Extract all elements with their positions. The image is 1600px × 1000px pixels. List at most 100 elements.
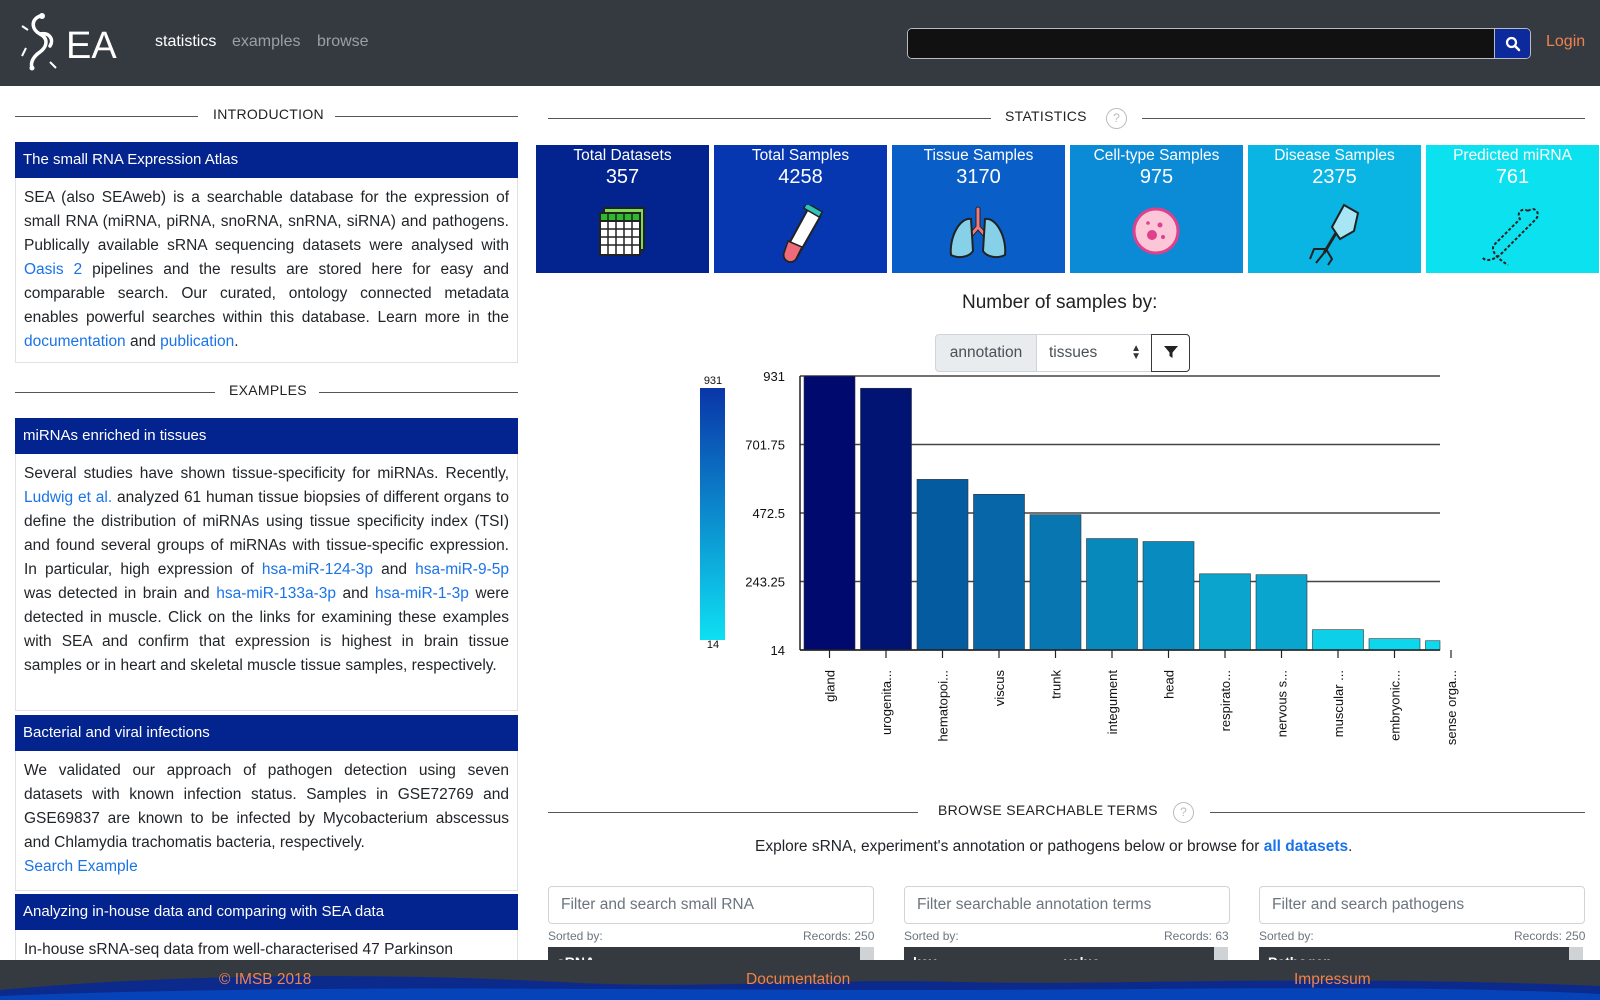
- login-link[interactable]: Login: [1546, 33, 1586, 50]
- svg-text:EA: EA: [66, 25, 117, 67]
- footer-copyright: © IMSB 2018: [219, 971, 312, 988]
- annotation-filter-input[interactable]: Filter searchable annotation terms: [904, 886, 1230, 924]
- y-tick-label: 931: [763, 369, 785, 384]
- all-datasets-link[interactable]: all datasets: [1263, 838, 1349, 855]
- pathogen-records: Records: 250: [1514, 929, 1586, 943]
- virus-icon: [1309, 203, 1360, 266]
- browse-dot: .: [1348, 838, 1353, 855]
- stat-card-tissue-samples[interactable]: Tissue Samples 3170: [892, 145, 1065, 273]
- search-box: [907, 28, 1531, 59]
- stat-card-total-datasets[interactable]: Total Datasets 357: [536, 145, 709, 273]
- mir1-link[interactable]: hsa-miR-1-3p: [374, 585, 469, 602]
- example-text: Several studies have shown tissue-specif…: [24, 465, 509, 482]
- annotation-records: Records: 63: [1164, 929, 1229, 943]
- nav-statistics[interactable]: statistics: [155, 33, 217, 50]
- sea-logo[interactable]: EA: [20, 12, 124, 74]
- stat-card-disease-samples[interactable]: Disease Samples 2375: [1248, 145, 1421, 273]
- bar-2[interactable]: [916, 479, 969, 651]
- introduction-header: INTRODUCTION: [15, 106, 518, 126]
- stat-value: 4258: [778, 166, 823, 188]
- example-inhouse-title: Analyzing in-house data and comparing wi…: [15, 894, 518, 930]
- colorbar: [700, 388, 725, 640]
- oasis-link[interactable]: Oasis 2: [24, 261, 83, 278]
- x-tick-label: muscular ...: [1331, 670, 1346, 737]
- example-text: We validated our approach of pathogen de…: [24, 762, 509, 851]
- introduction-label: INTRODUCTION: [213, 106, 324, 122]
- bar-9[interactable]: [1312, 629, 1364, 651]
- mirna-hairpin-icon: [1481, 208, 1539, 266]
- table-icon: [599, 207, 645, 256]
- pathogen-filter-input[interactable]: Filter and search pathogens: [1259, 886, 1585, 924]
- mir9-link[interactable]: hsa-miR-9-5p: [415, 561, 509, 578]
- srna-records: Records: 250: [803, 929, 875, 943]
- y-tick-label: 14: [771, 643, 785, 658]
- stat-title: Disease Samples: [1274, 147, 1395, 164]
- bar-3[interactable]: [973, 494, 1025, 651]
- lungs-icon: [949, 206, 1007, 259]
- browse-help-icon[interactable]: ?: [1173, 802, 1194, 823]
- bar-7[interactable]: [1199, 573, 1251, 651]
- intro-text: .: [234, 333, 239, 350]
- x-tick-label: hematopoi...: [936, 670, 951, 742]
- bar-0[interactable]: [803, 375, 856, 651]
- x-tick-label: nervous s...: [1275, 670, 1290, 737]
- srna-sorted-label: Sorted by:: [548, 929, 603, 943]
- colorbar-max: 931: [704, 375, 722, 387]
- intro-text: SEA (also SEAweb) is a searchable databa…: [24, 189, 509, 254]
- example-tissues-body: Several studies have shown tissue-specif…: [15, 454, 518, 711]
- bar-11[interactable]: [1425, 640, 1441, 651]
- x-tick-label: urogenita...: [879, 670, 894, 735]
- search-example-link[interactable]: Search Example: [24, 858, 138, 875]
- example-text: and: [335, 585, 375, 602]
- cell-icon: [1132, 207, 1180, 255]
- annotation-select[interactable]: tissues ▲ ▼: [1036, 334, 1152, 372]
- stat-title: Total Datasets: [573, 147, 672, 164]
- bar-5[interactable]: [1086, 538, 1138, 651]
- browse-label: BROWSE SEARCHABLE TERMS: [938, 802, 1158, 818]
- y-tick-label: 701.75: [745, 438, 785, 453]
- example-text: were detected in muscle. Click on the li…: [24, 585, 509, 674]
- nav-examples[interactable]: examples: [232, 33, 301, 50]
- example-text: In-house sRNA-seq data from well-charact…: [24, 941, 454, 958]
- y-tick-label: 472.5: [752, 506, 785, 521]
- x-tick-label: respirato...: [1218, 670, 1233, 731]
- documentation-link[interactable]: documentation: [24, 333, 126, 350]
- srna-filter-input[interactable]: Filter and search small RNA: [548, 886, 874, 924]
- bar-4[interactable]: [1029, 514, 1082, 651]
- footer-impressum-link[interactable]: Impressum: [1294, 971, 1371, 988]
- sort-arrows-icon: ▲ ▼: [1131, 343, 1141, 362]
- footer-documentation-link[interactable]: Documentation: [746, 971, 851, 988]
- ludwig-link[interactable]: Ludwig et al.: [24, 489, 113, 506]
- stat-value: 2375: [1312, 166, 1357, 188]
- filter-button[interactable]: [1151, 334, 1190, 372]
- example-infections-body: We validated our approach of pathogen de…: [15, 751, 518, 891]
- search-button[interactable]: [1494, 29, 1530, 58]
- statistics-header: STATISTICS ?: [548, 108, 1585, 129]
- publication-link[interactable]: publication: [160, 333, 235, 350]
- bar-10[interactable]: [1368, 638, 1421, 651]
- mir124-link[interactable]: hsa-miR-124-3p: [261, 561, 374, 578]
- samples-bar-chart: 931 14 14 243.25 472.5 701.75 931 gland uroge…: [700, 369, 1459, 745]
- x-tick-label: trunk: [1049, 670, 1064, 699]
- stat-value: 3170: [956, 166, 1001, 188]
- bar-6[interactable]: [1142, 541, 1195, 651]
- bar-1[interactable]: [860, 387, 912, 651]
- x-tick-label: head: [1162, 670, 1177, 699]
- x-tick-label: viscus: [992, 670, 1007, 707]
- stat-title: Cell-type Samples: [1093, 147, 1220, 164]
- stat-card-predicted-mirna[interactable]: Predicted miRNA 761: [1426, 145, 1599, 273]
- nav-browse[interactable]: browse: [317, 33, 369, 50]
- mir133a-link[interactable]: hsa-miR-133a-3p: [216, 585, 336, 602]
- example-text: and: [373, 561, 416, 578]
- y-tick-label: 243.25: [745, 575, 785, 590]
- stat-value: 761: [1495, 166, 1530, 188]
- stat-card-cell-type-samples[interactable]: Cell-type Samples 975: [1070, 145, 1243, 273]
- pathogen-sorted-label: Sorted by:: [1259, 929, 1314, 943]
- statistics-help-icon[interactable]: ?: [1106, 108, 1127, 129]
- bar-8[interactable]: [1255, 574, 1308, 651]
- search-input[interactable]: [908, 29, 1494, 58]
- stat-card-total-samples[interactable]: Total Samples 4258: [714, 145, 887, 273]
- examples-header: EXAMPLES: [15, 382, 518, 402]
- stat-value: 975: [1139, 166, 1174, 188]
- statistics-label: STATISTICS: [1005, 108, 1087, 124]
